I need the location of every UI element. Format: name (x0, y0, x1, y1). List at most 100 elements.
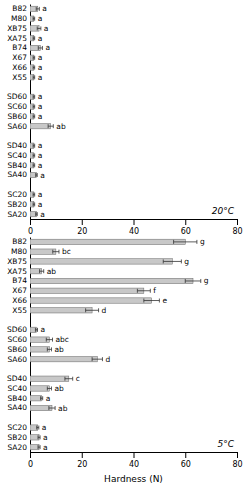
annotation: a (38, 34, 43, 43)
error-cap (33, 202, 34, 206)
error-bar (35, 328, 37, 332)
bar (30, 337, 49, 342)
y-tick: SD40 (7, 141, 30, 150)
error-line (47, 388, 51, 389)
annotation: a (44, 24, 49, 33)
error-bar (33, 56, 35, 60)
y-tick: XB75 (7, 257, 30, 266)
error-cap (34, 193, 35, 197)
annotation: a (38, 14, 43, 23)
error-line (174, 241, 197, 242)
x-tick: 20 (77, 452, 87, 469)
error-cap (85, 308, 86, 312)
bar (30, 356, 97, 361)
error-cap (159, 299, 160, 303)
error-bar (40, 269, 44, 273)
bar (30, 94, 34, 99)
bar (30, 75, 34, 80)
error-cap (34, 114, 35, 118)
error-bar (38, 435, 40, 439)
annotation: ab (54, 345, 64, 354)
y-tick-label: SC40 (7, 384, 27, 393)
y-tick-label: SB40 (8, 161, 28, 170)
annotation: a (38, 141, 43, 150)
x-tick-label: 0 (28, 460, 33, 469)
bar (30, 278, 193, 283)
error-cap (39, 269, 40, 273)
error-cap (43, 269, 44, 273)
annotation: e (162, 296, 167, 305)
annotation: a (38, 112, 43, 121)
annotation: a (40, 171, 45, 180)
error-cap (38, 46, 39, 50)
bar (30, 192, 34, 197)
y-tick-label: SD40 (7, 141, 27, 150)
bar (30, 249, 56, 254)
error-line (38, 47, 42, 48)
error-bar (33, 105, 35, 109)
error-cap (181, 259, 182, 263)
bar (30, 211, 36, 216)
y-tick-label: X66 (12, 296, 27, 305)
annotation: g (200, 237, 205, 246)
y-tick: SA60 (7, 122, 30, 131)
x-tick: 60 (181, 219, 191, 236)
x-tick: 0 (28, 452, 33, 469)
annotation: f (153, 286, 156, 295)
x-tick-label: 60 (181, 227, 191, 236)
y-tick-label: XA75 (7, 34, 27, 43)
error-cap (51, 347, 52, 351)
bar (30, 269, 42, 274)
error-bar (33, 144, 35, 148)
bar (30, 114, 34, 119)
y-tick-label: SC60 (7, 335, 27, 344)
error-cap (72, 377, 73, 381)
marks (30, 239, 201, 450)
error-bar (33, 153, 35, 157)
y-tick: SB20 (8, 433, 30, 442)
y-tick-label: SD60 (7, 92, 27, 101)
error-bar (38, 445, 40, 449)
error-cap (200, 279, 201, 283)
bar (30, 104, 34, 109)
error-cap (33, 95, 34, 99)
error-bar (47, 347, 51, 351)
panel-title: 20°C (212, 206, 235, 216)
x-tick-mark (30, 452, 31, 458)
x-tick-label: 40 (129, 227, 139, 236)
error-cap (34, 56, 35, 60)
error-cap (33, 105, 34, 109)
y-tick-label: B74 (12, 276, 27, 285)
x-tick-label: 60 (181, 460, 191, 469)
x-tick-mark (134, 219, 135, 225)
y-tick-label: XB75 (7, 257, 27, 266)
bar (30, 347, 49, 352)
annotation: a (38, 73, 43, 82)
bar (30, 36, 34, 41)
y-tick: SA40 (7, 403, 30, 412)
error-cap (58, 250, 59, 254)
y-tick: SC60 (7, 102, 30, 111)
bar (30, 396, 42, 401)
error-cap (34, 66, 35, 70)
error-cap (35, 212, 36, 216)
bar (30, 202, 34, 207)
error-cap (33, 66, 34, 70)
error-cap (40, 445, 41, 449)
error-line (48, 126, 53, 127)
error-bar (36, 7, 39, 11)
error-cap (34, 153, 35, 157)
error-line (46, 339, 52, 340)
error-cap (33, 36, 34, 40)
error-cap (52, 250, 53, 254)
error-bar (92, 357, 102, 361)
x-tick-label: 20 (77, 227, 87, 236)
y-tick-label: SB20 (8, 200, 28, 209)
error-cap (36, 426, 37, 430)
error-cap (51, 386, 52, 390)
error-bar (38, 46, 42, 50)
error-line (47, 349, 51, 350)
error-bar (33, 66, 35, 70)
x-tick-mark (185, 219, 186, 225)
y-tick: SC40 (7, 151, 30, 160)
